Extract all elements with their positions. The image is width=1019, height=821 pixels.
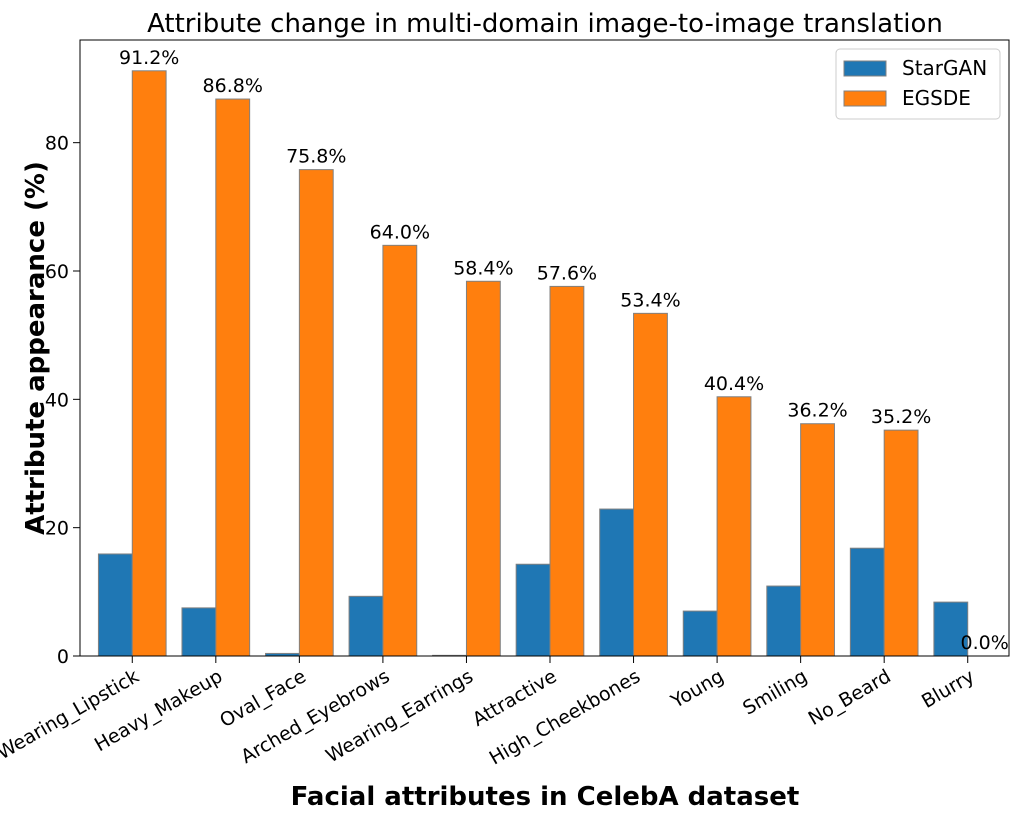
data-label: 86.8% bbox=[203, 75, 263, 97]
data-label: 64.0% bbox=[370, 221, 430, 243]
bar-stargan-5 bbox=[515, 563, 551, 657]
bar-stargan-6 bbox=[599, 508, 635, 657]
y-axis: 0 20 40 60 80 bbox=[45, 133, 80, 668]
data-label: 57.6% bbox=[537, 262, 597, 284]
x-tick-label: High_Cheekbones bbox=[486, 665, 644, 769]
data-label: 91.2% bbox=[119, 47, 179, 69]
x-tick-label: Smiling bbox=[739, 665, 811, 719]
bar-stargan-8 bbox=[766, 585, 802, 657]
x-tick-label: Wearing_Lipstick bbox=[0, 665, 143, 764]
y-tick-label: 20 bbox=[45, 518, 69, 540]
x-tick-label: No_Beard bbox=[805, 665, 895, 730]
x-axis: Wearing_LipstickHeavy_MakeupOval_FaceArc… bbox=[0, 656, 978, 769]
y-tick-label: 0 bbox=[57, 646, 69, 668]
x-tick-label: Blurry bbox=[918, 665, 978, 712]
data-label: 40.4% bbox=[704, 373, 764, 395]
x-axis-label: Facial attributes in CelebA dataset bbox=[291, 782, 800, 812]
bar-egsde-5 bbox=[549, 285, 585, 657]
x-tick-label: Young bbox=[666, 665, 727, 713]
bar-egsde-3 bbox=[382, 244, 418, 657]
y-tick-label: 80 bbox=[45, 133, 69, 155]
y-axis-label: Attribute appearance (%) bbox=[21, 161, 51, 535]
bar-egsde-9 bbox=[883, 429, 919, 657]
data-label: 36.2% bbox=[787, 400, 847, 422]
plot-area: 91.2% 86.8% 75.8% 64.0% 58.4% 57.6% 53.4% 40.4%… bbox=[79, 39, 1010, 657]
bar-stargan-3 bbox=[348, 595, 384, 657]
bar-egsde-1 bbox=[215, 98, 251, 657]
data-label: 53.4% bbox=[620, 289, 680, 311]
bar-stargan-10 bbox=[933, 601, 969, 657]
legend-swatch-stargan bbox=[843, 60, 887, 77]
x-tick-label: Arched_Eyebrows bbox=[237, 665, 393, 768]
x-tick-label: Wearing_Earrings bbox=[322, 665, 477, 767]
chart-title: Attribute change in multi-domain image-t… bbox=[147, 9, 943, 39]
bar-egsde-8 bbox=[800, 423, 835, 657]
legend-entry-egsde: EGSDE bbox=[902, 86, 971, 110]
y-tick-label: 60 bbox=[45, 261, 69, 283]
legend: StarGAN EGSDE bbox=[835, 48, 1001, 120]
bar-stargan-9 bbox=[849, 547, 885, 657]
bar-stargan-7 bbox=[682, 610, 718, 657]
bar-egsde-7 bbox=[716, 396, 752, 657]
data-label: 0.0% bbox=[961, 632, 1009, 654]
plot-frame bbox=[79, 39, 1010, 657]
bar-stargan-1 bbox=[181, 607, 217, 657]
data-label: 75.8% bbox=[286, 146, 346, 168]
y-tick-label: 40 bbox=[45, 389, 69, 411]
bar-egsde-6 bbox=[633, 312, 668, 657]
bar-stargan-0 bbox=[97, 553, 133, 657]
legend-entry-stargan: StarGAN bbox=[902, 56, 987, 80]
bar-egsde-4 bbox=[465, 280, 501, 657]
legend-swatch-egsde bbox=[843, 90, 887, 107]
data-label: 35.2% bbox=[871, 406, 931, 428]
data-label: 58.4% bbox=[453, 257, 513, 279]
bar-egsde-2 bbox=[298, 169, 334, 657]
bar-egsde-0 bbox=[131, 70, 167, 657]
